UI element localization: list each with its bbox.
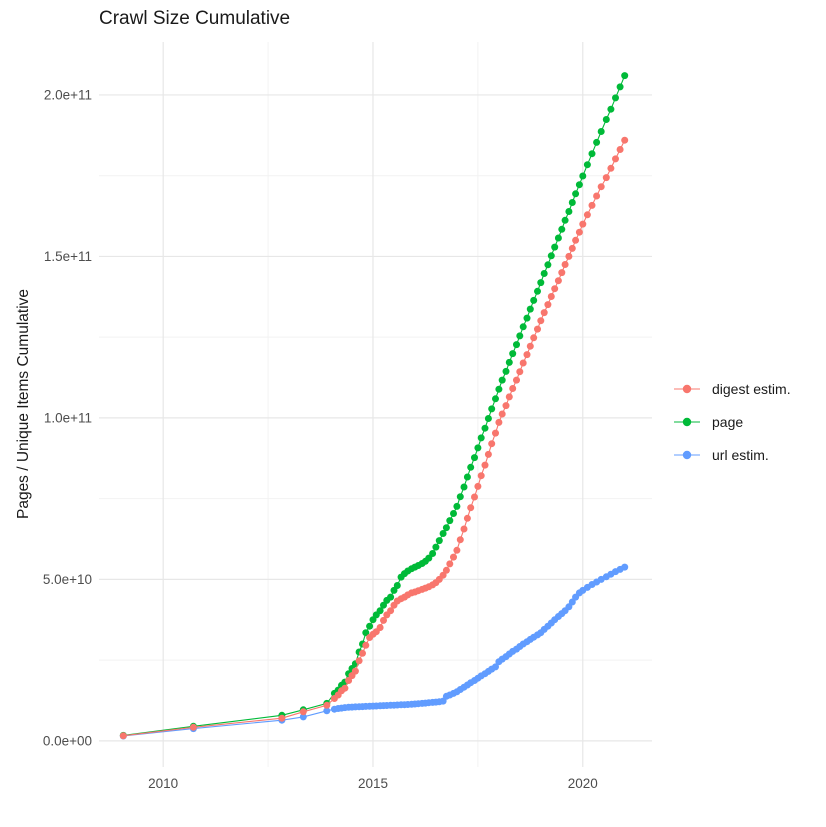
- series-digest-estim: [119, 136, 629, 740]
- series-page: [119, 72, 629, 739]
- gridlines-major: [99, 42, 652, 767]
- y-axis-labels: 0.0e+00 5.0e+10 1.0e+11 1.5e+11 2.0e+11: [43, 87, 92, 748]
- y-tick-label: 1.0e+11: [44, 410, 92, 425]
- legend-key-icon: [674, 384, 700, 394]
- legend-key-icon: [674, 417, 700, 427]
- legend-label: url estim.: [712, 447, 769, 463]
- x-axis-labels: 2010 2015 2020: [148, 776, 598, 791]
- y-tick-label: 1.5e+11: [44, 249, 92, 264]
- y-tick-label: 2.0e+11: [44, 87, 92, 102]
- series-url-estim: [119, 563, 629, 740]
- x-tick-label: 2020: [568, 776, 598, 791]
- series-line: [123, 139, 626, 737]
- y-tick-label: 5.0e+10: [43, 572, 92, 587]
- gridlines-minor: [99, 42, 652, 767]
- series-line: [123, 566, 625, 737]
- legend-key-icon: [674, 450, 700, 460]
- legend-item-url-estim: url estim.: [672, 444, 791, 466]
- legend: digest estim. page url estim.: [672, 378, 791, 466]
- legend-label: page: [712, 414, 744, 430]
- y-tick-label: 0.0e+00: [43, 733, 92, 748]
- legend-item-digest-estim: digest estim.: [672, 378, 791, 400]
- legend-label: digest estim.: [712, 381, 791, 397]
- legend-item-page: page: [672, 411, 791, 433]
- x-tick-label: 2010: [148, 776, 178, 791]
- chart-title: Crawl Size Cumulative: [99, 8, 291, 29]
- x-tick-label: 2015: [358, 776, 388, 791]
